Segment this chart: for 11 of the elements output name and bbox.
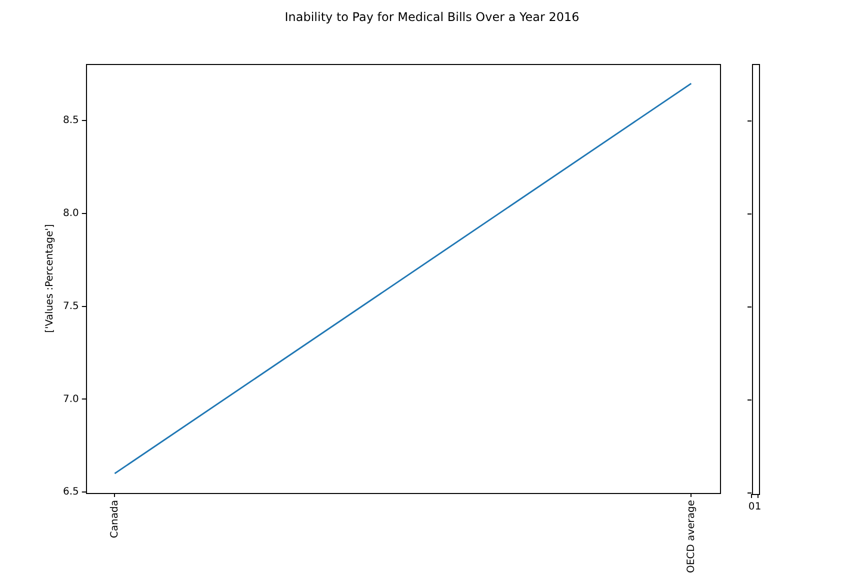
x-tick-label: Canada bbox=[109, 500, 120, 538]
y-tick-label: 6.5 bbox=[62, 486, 79, 498]
chart-title: Inability to Pay for Medical Bills Over a Year 2016 bbox=[284, 10, 580, 24]
x-tick-label: 1 bbox=[754, 502, 762, 513]
y-tick-label: 7.5 bbox=[62, 300, 79, 312]
y-axis-title: ['Values :Percentage'] bbox=[44, 224, 56, 333]
y-tick-label: 8.0 bbox=[62, 208, 79, 220]
y-tick-label: 7.0 bbox=[62, 394, 79, 405]
x-tick-label: OECD average bbox=[686, 500, 697, 574]
x-tick-label: 0 bbox=[748, 502, 755, 513]
y-tick-label: 8.5 bbox=[62, 115, 79, 126]
